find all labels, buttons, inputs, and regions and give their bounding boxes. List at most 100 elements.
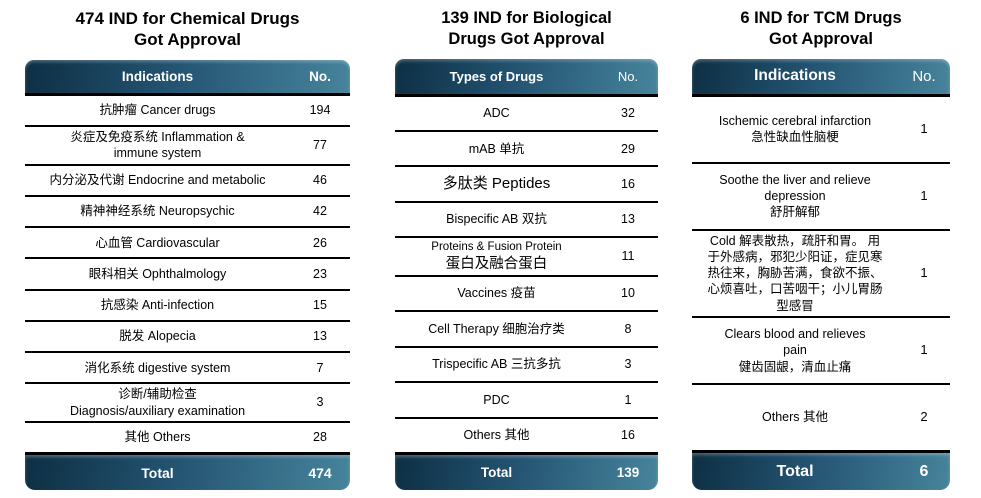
row-label-zh: 蛋白及融合蛋白 [445,255,548,272]
row-value: 77 [313,138,327,153]
table-row: 炎症及免疫系统 Inflammation & immune system 77 [25,125,350,164]
table-body: ADC 32 mAB 单抗 29 多肽类 Peptides 16 Bispecific… [395,97,658,452]
table-header: Indications No. [25,59,350,96]
total-row: Total 139 [395,452,658,490]
table-row: 心血管 Cardiovascular 26 [25,226,350,257]
table-row: PDC 1 [395,381,658,416]
table-header: Types of Drugs No. [395,58,658,97]
table-row: Proteins & Fusion Protein 蛋白及融合蛋白 11 [395,236,658,275]
row-label: Others 其他 [463,428,530,443]
row-value: 7 [316,360,324,375]
row-value: 8 [624,321,632,336]
row-label: mAB 单抗 [468,141,525,156]
table-row: Cold 解表散热，疏肝和胃。 用 于外感病，邪犯少阳证，症见寒 热往来，胸胁苦… [692,228,950,316]
table-body: Ischemic cerebral infarction 急性缺血性脑梗 1 So… [692,97,950,450]
row-label: Vaccines 疫苗 [457,286,536,301]
table-row: 消化系统 digestive system 7 [25,351,350,382]
row-value: 194 [309,103,331,118]
table-row: 内分泌及代谢 Endocrine and metabolic 46 [25,163,350,195]
header-indications: Indications [754,67,836,85]
row-label: Trispecific AB 三抗多抗 [432,357,561,372]
table-row: 其他 Others 28 [25,420,350,452]
row-label: Bispecific AB 双抗 [446,212,547,227]
header-no: No. [309,68,331,84]
table-row: 多肽类 Peptides 16 [395,165,658,200]
table-row: Soothe the liver and relieve depression … [692,161,950,229]
table-row: Bispecific AB 双抗 13 [395,200,658,236]
row-label: 眼科相关 Ophthalmology [88,266,227,281]
row-value: 1 [920,120,928,136]
row-value: 46 [313,173,327,188]
header-types-of-drugs: Types of Drugs [449,68,544,84]
row-label: Cell Therapy 细胞治疗类 [428,321,565,336]
row-value: 13 [313,329,327,344]
row-label: 抗肿瘤 Cancer drugs [99,103,216,118]
table-row: mAB 单抗 29 [395,130,658,165]
row-label: 其他 Others [124,430,191,445]
table-row: Trispecific AB 三抗多抗 3 [395,345,658,381]
table-row: ADC 32 [395,97,658,130]
header-indications: Indications [121,68,194,84]
row-value: 28 [313,430,327,445]
row-value: 15 [313,298,327,313]
row-label: Clears blood and relieves pain 健齿固龈，清血止痛 [724,327,866,374]
biological-drugs-panel: 139 IND for Biological Drugs Got Approva… [395,8,658,490]
row-label: 抗感染 Anti-infection [100,298,215,313]
table-row: 眼科相关 Ophthalmology 23 [25,257,350,288]
chemical-drugs-title: 474 IND for Chemical Drugs Got Approval [75,9,300,50]
table-row: 抗肿瘤 Cancer drugs 194 [25,96,350,125]
table-body: 抗肿瘤 Cancer drugs 194 炎症及免疫系统 Inflammation… [25,96,350,452]
tcm-drugs-title: 6 IND for TCM Drugs Got Approval [740,9,902,48]
row-value: 10 [621,286,635,301]
row-value: 3 [316,395,324,410]
table-row: 精神神经系统 Neuropsychic 42 [25,194,350,226]
total-label: Total [141,464,174,481]
row-value: 1 [920,187,928,203]
row-label: Soothe the liver and relieve depression … [719,172,871,220]
total-value: 6 [919,462,929,480]
header-no: No. [617,68,639,84]
total-value: 139 [616,465,640,480]
row-label: Others 其他 [762,410,828,425]
row-label: 消化系统 digestive system [84,360,231,375]
row-label: 多肽类 Peptides [442,175,551,193]
total-label: Total [776,462,814,480]
row-label: 内分泌及代谢 Endocrine and metabolic [49,173,266,188]
row-label: PDC [483,392,510,407]
header-no: No. [912,67,936,85]
table-row: Ischemic cerebral infarction 急性缺血性脑梗 1 [692,97,950,162]
row-value: 16 [621,428,635,443]
row-value: 16 [621,177,635,192]
table-row: Others 其他 16 [395,416,658,452]
row-label-en: Proteins & Fusion Protein [431,241,562,254]
tcm-drugs-panel: 6 IND for TCM Drugs Got Approval Indicat… [692,8,950,490]
row-value: 1 [624,392,632,407]
table-row: 诊断/辅助检查 Diagnosis/auxiliary examination 3 [25,382,350,421]
total-row: Total 474 [25,452,350,490]
row-label: 脱发 Alopecia [119,329,196,344]
total-value: 474 [308,464,332,481]
row-label: 诊断/辅助检查 Diagnosis/auxiliary examination [69,387,246,418]
row-value: 32 [621,106,635,121]
chemical-drugs-table: Indications No. 抗肿瘤 Cancer drugs 194 炎症及免… [25,59,350,490]
row-label: 炎症及免疫系统 Inflammation & immune system [70,130,245,161]
row-label: ADC [483,106,510,121]
biological-drugs-table: Types of Drugs No. ADC 32 mAB 单抗 29 多肽类 Pe… [395,58,658,490]
table-row: 脱发 Alopecia 13 [25,319,350,351]
row-value: 26 [313,235,327,250]
table-row: Others 其他 2 [692,382,950,450]
row-label: Proteins & Fusion Protein 蛋白及融合蛋白 [395,240,598,273]
row-value: 3 [624,357,632,372]
row-value: 29 [621,141,635,156]
table-row: Clears blood and relieves pain 健齿固龈，清血止痛… [692,315,950,383]
row-value: 11 [621,249,635,264]
row-value: 13 [621,212,635,227]
tcm-drugs-table: Indications No. Ischemic cerebral infarc… [692,58,950,490]
biological-drugs-title: 139 IND for Biological Drugs Got Approva… [441,9,612,48]
row-value: 23 [313,266,327,281]
table-row: 抗感染 Anti-infection 15 [25,288,350,320]
total-row: Total 6 [692,450,950,490]
row-label: 心血管 Cardiovascular [95,235,220,250]
table-header: Indications No. [692,58,950,97]
row-label: 精神神经系统 Neuropsychic [80,204,235,219]
